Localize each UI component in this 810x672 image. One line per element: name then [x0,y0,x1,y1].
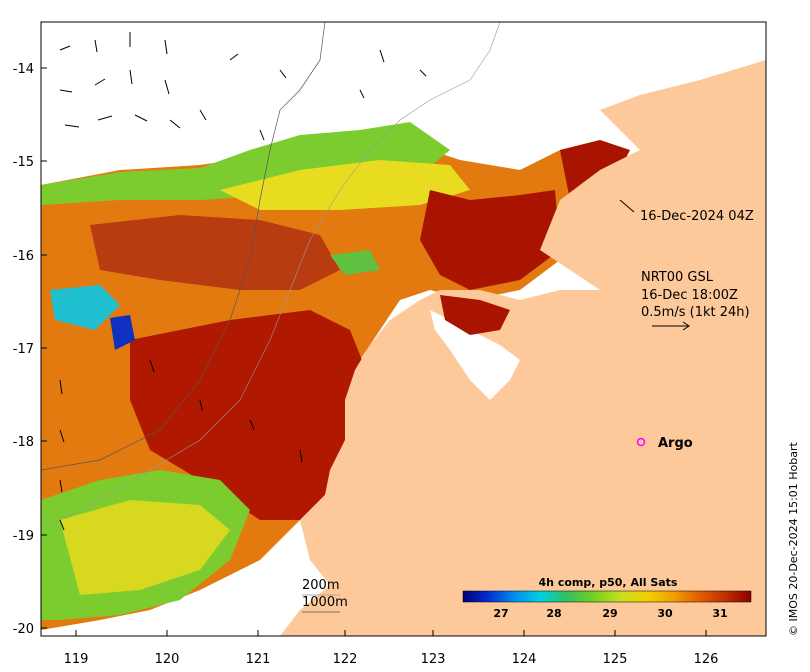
king-sound-water [430,310,520,400]
sst-red-offshore [90,215,340,290]
argo-float-marker[interactable] [636,437,646,447]
map-plot-area: Argo [41,22,766,636]
current-time-label: 16-Dec 18:00Z [641,288,738,303]
sst-blue-patch [110,315,135,350]
y-tick-label: -16 [13,249,34,264]
current-scale-label: 0.5m/s (1kt 24h) [641,305,750,320]
imos-credit: © IMOS 20-Dec-2024 15:01 Hobart [787,441,800,636]
isobath-1000m-label: 1000m [302,595,348,610]
sst-red-central [130,310,370,520]
y-tick-label: -14 [13,62,34,77]
x-tick-label: 122 [333,652,358,667]
x-tick-label: 123 [421,652,446,667]
sst-green-patch [330,250,380,275]
sst-yellow-south [60,500,230,595]
king-sound-water-red [440,295,510,335]
y-tick-label: -20 [13,622,34,637]
colorbar-tick-label: 27 [493,607,508,620]
kimberley-coast-land [280,22,766,636]
y-tick-label: -15 [13,155,34,170]
x-tick-label: 120 [155,652,180,667]
x-tick-label: 121 [246,652,271,667]
swath-time-label: 16-Dec-2024 04Z [640,209,754,224]
scale-arrow-icon [652,321,690,331]
y-axis [41,67,47,629]
colorbar-tick-label: 29 [602,607,617,620]
current-vectors [59,32,427,531]
x-tick-label: 125 [603,652,628,667]
x-axis [75,630,707,636]
colorbar-tick-label: 30 [657,607,673,620]
plot-frame [40,21,767,637]
sst-red-nearshore [420,190,560,290]
colorbar-title: 4h comp, p50, All Sats [539,576,678,589]
colorbar-gradient [462,590,752,603]
colorbar-tick-label: 31 [712,607,727,620]
sst-yellow-north [220,160,470,210]
colorbar-tick-label: 28 [546,607,561,620]
y-tick-labels: -14 -15 -16 -17 -18 -19 -20 [13,62,34,637]
sst-cyan-west [50,285,120,330]
y-tick-label: -18 [13,435,34,450]
swath-pointer-line [619,199,635,213]
isobath-200m [41,22,501,531]
argo-label: Argo [658,436,693,451]
x-tick-label: 124 [512,652,537,667]
x-tick-labels: 119 120 121 122 123 124 125 126 [64,652,719,667]
isobath-1000m [41,22,326,471]
y-tick-label: -19 [13,529,34,544]
isobath-200m-label: 200m [302,578,339,593]
y-tick-label: -17 [13,342,34,357]
colorbar: 4h comp, p50, All Sats 27 28 29 30 31 [462,576,752,620]
x-tick-label: 126 [694,652,719,667]
x-tick-label: 119 [64,652,89,667]
current-product-label: NRT00 GSL [641,270,714,285]
